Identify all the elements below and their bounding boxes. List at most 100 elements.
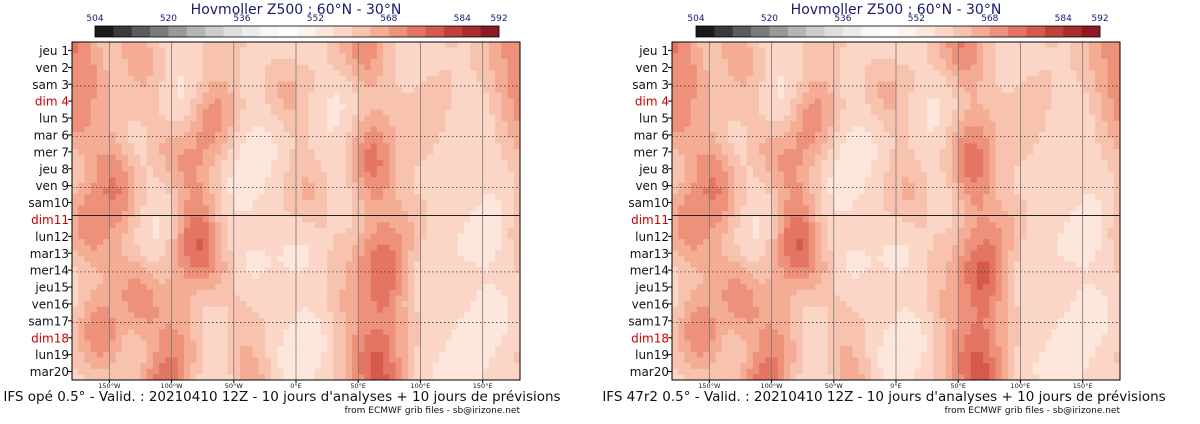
heatmap-cell (146, 334, 154, 341)
heatmap-cell (121, 312, 129, 319)
heatmap-cell (383, 216, 390, 223)
heatmap-cell (495, 109, 502, 116)
heatmap-cell (314, 329, 322, 336)
heatmap-cell (345, 301, 353, 308)
heatmap-cell (376, 340, 384, 347)
heatmap-cell (90, 346, 98, 353)
heatmap-cell (271, 278, 278, 285)
heatmap-cell (495, 289, 502, 296)
heatmap-cell (240, 329, 247, 336)
heatmap-cell (314, 177, 322, 184)
heatmap-cell (920, 70, 928, 77)
heatmap-cell (202, 323, 210, 330)
heatmap-cell (488, 126, 496, 133)
heatmap-cell (302, 329, 309, 336)
heatmap-cell (227, 289, 235, 296)
heatmap-cell (445, 295, 452, 302)
heatmap-cell (358, 295, 365, 302)
heatmap-cell (401, 312, 409, 319)
heatmap-cell (115, 256, 123, 263)
heatmap-cell (128, 53, 135, 60)
heatmap-cell (296, 103, 303, 110)
heatmap-cell (115, 182, 123, 189)
heatmap-cell (264, 323, 272, 330)
y-tick-label: sam17 (28, 314, 69, 328)
heatmap-cell (134, 177, 141, 184)
heatmap-cell (233, 346, 241, 353)
heatmap-cell (333, 42, 340, 49)
heatmap-cell (78, 227, 85, 234)
heatmap-cell (308, 115, 316, 122)
heatmap-cell (283, 98, 291, 105)
heatmap-cell (208, 312, 216, 319)
heatmap-cell (495, 98, 502, 105)
heatmap-cell (482, 47, 490, 54)
heatmap-cell (370, 81, 378, 88)
heatmap-cell (208, 301, 216, 308)
heatmap-cell (476, 92, 484, 99)
heatmap-cell (121, 211, 129, 218)
heatmap-cell (84, 103, 92, 110)
heatmap-cell (159, 160, 166, 167)
heatmap-cell (208, 278, 216, 285)
heatmap-cell (908, 47, 916, 54)
heatmap-cell (109, 182, 116, 189)
heatmap-cell (420, 374, 428, 381)
heatmap-cell (476, 171, 484, 178)
heatmap-cell (152, 115, 160, 122)
heatmap-cell (426, 75, 434, 82)
heatmap-cell (488, 109, 496, 116)
heatmap-cell (221, 295, 228, 302)
heatmap-cell (202, 284, 210, 291)
heatmap-cell (358, 132, 365, 139)
heatmap-cell (846, 42, 853, 49)
heatmap-cell (277, 171, 284, 178)
heatmap-cell (871, 42, 878, 49)
heatmap-cell (121, 323, 129, 330)
heatmap-cell (171, 188, 179, 195)
heatmap-cell (358, 199, 365, 206)
heatmap-cell (159, 267, 166, 274)
heatmap-cell (78, 267, 85, 274)
heatmap-cell (302, 87, 309, 94)
heatmap-cell (364, 199, 372, 206)
colorbar-tick-label: 520 (160, 14, 177, 24)
heatmap-cell (283, 267, 291, 274)
heatmap-cell (439, 301, 446, 308)
heatmap-cell (78, 205, 85, 212)
heatmap-cell (72, 199, 79, 206)
heatmap-cell (152, 81, 160, 88)
heatmap-cell (495, 171, 502, 178)
heatmap-cell (464, 244, 471, 251)
heatmap-cell (233, 64, 241, 71)
heatmap-cell (513, 143, 521, 150)
heatmap-cell (103, 64, 110, 71)
heatmap-cell (252, 171, 260, 178)
heatmap-cell (196, 120, 204, 127)
heatmap-cell (501, 374, 508, 381)
heatmap-cell (420, 165, 428, 172)
heatmap-cell (96, 256, 104, 263)
heatmap-cell (476, 363, 484, 370)
heatmap-cell (457, 284, 465, 291)
heatmap-cell (152, 272, 160, 279)
heatmap-cell (283, 70, 291, 77)
heatmap-cell (296, 92, 303, 99)
heatmap-cell (1045, 53, 1052, 60)
heatmap-cell (495, 222, 502, 229)
heatmap-cell (476, 289, 484, 296)
colorbar-swatch (787, 26, 807, 37)
heatmap-cell (451, 149, 459, 156)
heatmap-cell (109, 211, 116, 218)
heatmap-cell (221, 250, 228, 257)
heatmap-cell (339, 233, 347, 240)
heatmap-cell (233, 137, 241, 144)
heatmap-cell (1095, 47, 1102, 54)
heatmap-cell (152, 42, 160, 49)
heatmap-cell (134, 329, 141, 336)
heatmap-cell (495, 194, 502, 201)
heatmap-cell (358, 126, 365, 133)
colorbar-swatch (425, 26, 445, 37)
heatmap-cell (513, 160, 521, 167)
heatmap-cell (432, 222, 440, 229)
